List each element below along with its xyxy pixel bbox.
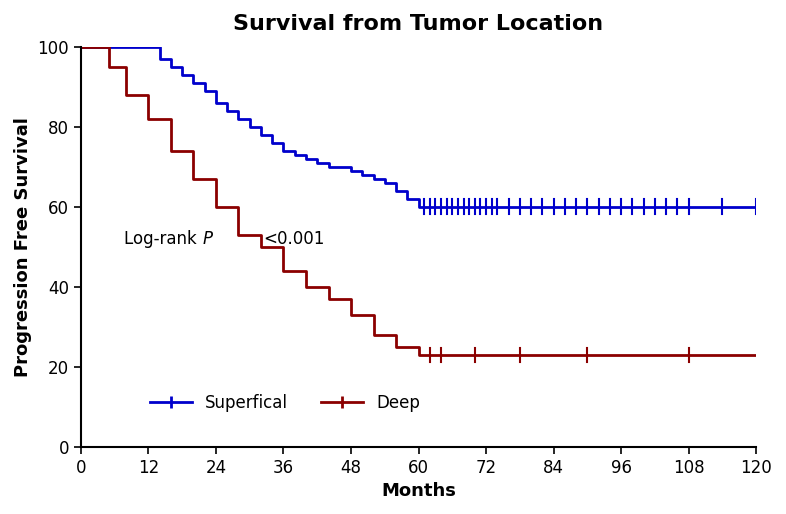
Title: Survival from Tumor Location: Survival from Tumor Location	[233, 14, 604, 34]
Y-axis label: Progression Free Survival: Progression Free Survival	[14, 117, 32, 377]
Text: <0.001: <0.001	[263, 230, 325, 248]
Legend: Superfical, Deep: Superfical, Deep	[143, 387, 427, 418]
Text: P: P	[203, 230, 212, 248]
X-axis label: Months: Months	[381, 482, 456, 500]
Text: Log-rank: Log-rank	[124, 230, 203, 248]
